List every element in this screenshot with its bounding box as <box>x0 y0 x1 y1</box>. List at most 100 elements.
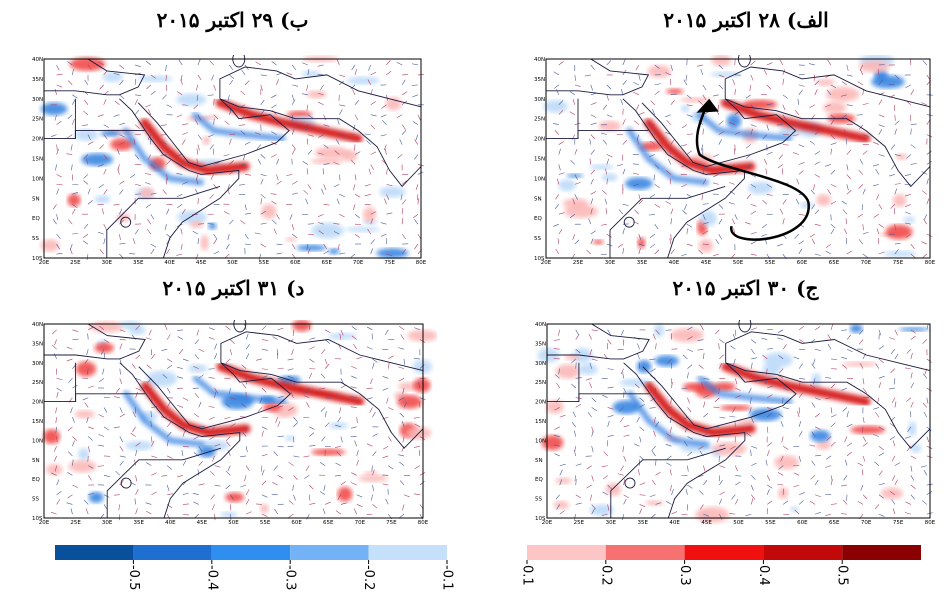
lon-label: 40E <box>669 260 680 266</box>
coastline <box>297 340 423 371</box>
wind-barb <box>72 99 75 104</box>
wind-barb <box>799 249 802 254</box>
wind-barb <box>590 495 591 501</box>
wind-barb <box>278 446 284 447</box>
wind-barb <box>608 369 614 370</box>
wind-barb <box>245 213 251 214</box>
wind-barb <box>72 69 73 75</box>
wind-barb <box>339 105 345 106</box>
wind-barb <box>352 326 357 329</box>
wind-barb <box>828 335 831 340</box>
wind-barb <box>624 479 625 485</box>
wind-barb <box>735 466 737 472</box>
wind-barb <box>735 330 736 336</box>
wind-barb <box>261 466 262 472</box>
wind-barb <box>132 364 135 369</box>
wind-barb <box>815 254 821 255</box>
wind-barb <box>67 472 72 475</box>
wind-barb <box>246 354 249 359</box>
wind-barb <box>751 349 754 354</box>
wind-barb <box>713 183 719 185</box>
wind-barb <box>608 407 614 409</box>
wind-barb <box>841 357 847 359</box>
wind-barb <box>245 204 246 210</box>
wind-barb <box>402 504 404 510</box>
red-anomaly <box>413 378 430 393</box>
wind-barb <box>591 239 593 245</box>
wind-barb <box>607 234 612 237</box>
wind-barb <box>575 475 576 481</box>
wind-barb <box>195 340 199 345</box>
wind-barb <box>639 112 645 114</box>
wind-barb <box>767 450 769 456</box>
blue-anomaly <box>578 364 598 375</box>
wind-barb <box>339 253 345 254</box>
wind-barb <box>146 204 151 207</box>
wind-barb <box>381 115 387 117</box>
wind-barb <box>304 190 308 194</box>
wind-barb <box>623 514 624 520</box>
wind-barb <box>402 125 405 130</box>
wind-barb <box>104 189 107 194</box>
wind-barb <box>214 85 216 91</box>
wind-barb <box>114 427 120 428</box>
wind-barb <box>398 367 404 369</box>
wind-barb <box>167 388 170 393</box>
lon-label: 75E <box>384 260 395 266</box>
wind-barb <box>357 450 359 456</box>
lat-label: 5S <box>534 236 541 242</box>
wind-barb <box>352 65 355 70</box>
wind-barb <box>72 417 74 423</box>
wind-barb <box>57 85 63 87</box>
wind-barb <box>167 359 172 362</box>
wind-barb <box>276 417 278 423</box>
wind-barb <box>414 244 417 249</box>
wind-barb <box>608 415 614 417</box>
wind-barb <box>719 234 722 239</box>
wind-barb <box>650 234 655 238</box>
wind-barb <box>351 407 357 408</box>
wind-barb <box>879 483 885 485</box>
wind-barb <box>729 416 735 417</box>
wind-barb <box>51 135 57 137</box>
wind-barb <box>831 224 836 228</box>
wind-barb <box>177 204 182 208</box>
red-anomaly <box>407 330 437 342</box>
wind-barb <box>795 234 799 238</box>
wind-barb <box>927 199 929 205</box>
wind-barb <box>826 456 831 459</box>
wind-barb <box>276 159 278 165</box>
lon-label: 40E <box>164 260 175 266</box>
lon-label: 25E <box>70 260 81 266</box>
wind-barb <box>656 343 657 349</box>
wind-barb <box>603 140 607 145</box>
wind-barb <box>879 129 882 134</box>
wind-barb <box>640 495 646 496</box>
wind-barb <box>183 431 185 437</box>
wind-barb <box>335 446 341 447</box>
red-anomaly <box>816 79 835 86</box>
wind-barb <box>831 407 832 413</box>
colorbar-segment <box>606 545 685 560</box>
wind-barb <box>589 382 591 388</box>
coastline <box>546 59 648 95</box>
wind-barb <box>911 475 914 480</box>
wind-barb <box>891 204 895 208</box>
wind-barb <box>307 514 310 519</box>
wind-barb <box>559 173 565 175</box>
wind-barb <box>863 232 869 234</box>
blue-anomaly <box>883 251 916 257</box>
wind-barb <box>633 173 639 174</box>
wind-barb <box>262 369 268 370</box>
wind-barb <box>197 330 199 336</box>
wind-barb <box>750 85 751 91</box>
wind-barb <box>307 139 308 145</box>
wind-barb <box>799 74 805 75</box>
wind-barb <box>162 95 166 99</box>
wind-barb <box>292 181 297 184</box>
wind-barb <box>292 145 295 150</box>
wind-barb <box>289 514 294 517</box>
wind-barb <box>699 365 704 369</box>
lon-label: 30E <box>605 260 616 266</box>
wind-barb <box>57 499 60 504</box>
